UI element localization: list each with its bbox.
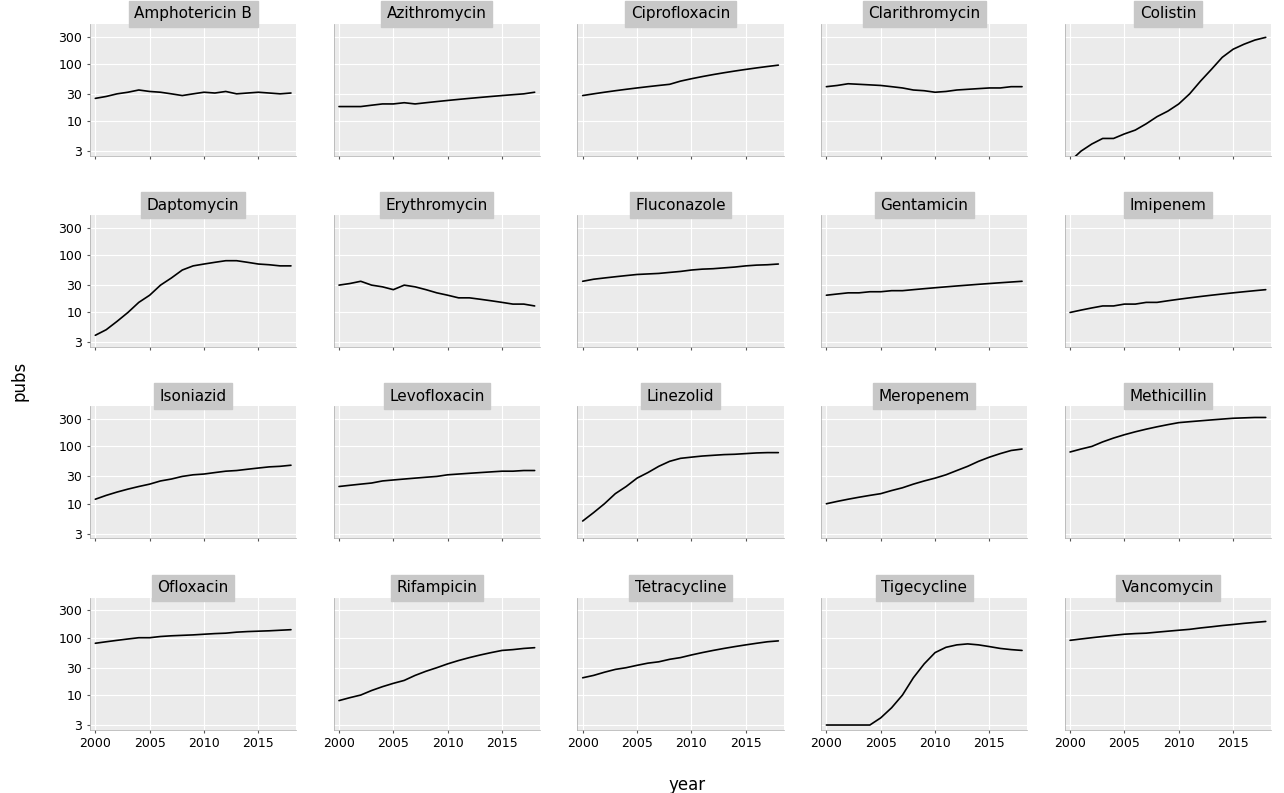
Title: Erythromycin: Erythromycin <box>385 197 488 213</box>
Title: Ciprofloxacin: Ciprofloxacin <box>630 6 731 21</box>
Text: year: year <box>669 776 705 793</box>
Title: Rifampicin: Rifampicin <box>397 580 478 595</box>
Title: Ofloxacin: Ofloxacin <box>158 580 229 595</box>
Title: Tetracycline: Tetracycline <box>634 580 727 595</box>
Text: pubs: pubs <box>10 361 28 400</box>
Title: Imipenem: Imipenem <box>1130 197 1207 213</box>
Title: Methicillin: Methicillin <box>1129 389 1207 404</box>
Title: Amphotericin B: Amphotericin B <box>135 6 252 21</box>
Title: Colistin: Colistin <box>1140 6 1197 21</box>
Title: Fluconazole: Fluconazole <box>636 197 725 213</box>
Title: Gentamicin: Gentamicin <box>881 197 968 213</box>
Title: Linezolid: Linezolid <box>647 389 714 404</box>
Title: Tigecycline: Tigecycline <box>881 580 967 595</box>
Title: Daptomycin: Daptomycin <box>146 197 239 213</box>
Title: Isoniazid: Isoniazid <box>159 389 227 404</box>
Title: Levofloxacin: Levofloxacin <box>389 389 484 404</box>
Title: Azithromycin: Azithromycin <box>386 6 487 21</box>
Title: Meropenem: Meropenem <box>878 389 969 404</box>
Title: Vancomycin: Vancomycin <box>1122 580 1215 595</box>
Title: Clarithromycin: Clarithromycin <box>868 6 980 21</box>
